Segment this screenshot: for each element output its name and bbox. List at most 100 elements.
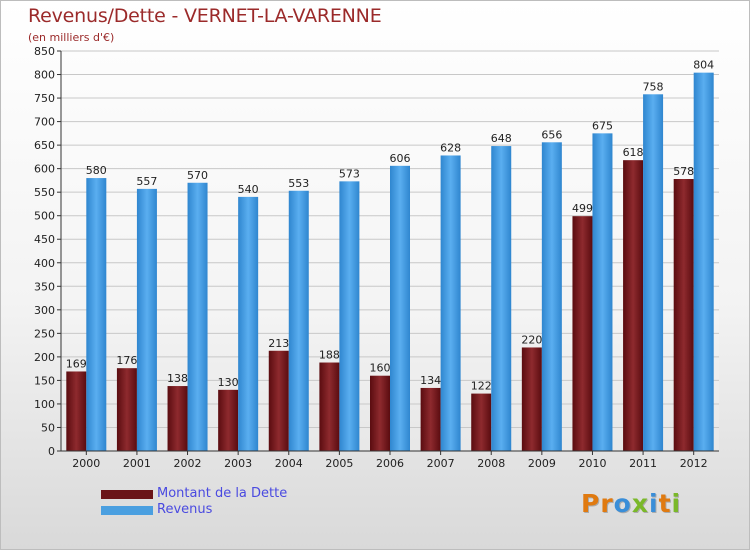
y-tick-label: 150 bbox=[34, 374, 55, 387]
bar-revenus bbox=[541, 142, 562, 451]
bar-dette bbox=[268, 350, 289, 451]
bar-revenus bbox=[491, 146, 512, 451]
bar-revenus bbox=[238, 196, 259, 451]
bars: 169 580 176 557 138 570 130 540 213 553 188 573 160 6… bbox=[66, 59, 714, 452]
data-label: 540 bbox=[238, 183, 259, 196]
y-axis: 0 50 100 150 200 250 300 350 400 450 500 550 600 650 7… bbox=[34, 45, 62, 458]
logo-letter: x bbox=[631, 489, 649, 518]
x-tick-label: 2010 bbox=[578, 457, 606, 470]
data-label: 804 bbox=[693, 59, 714, 72]
logo-letter: r bbox=[600, 489, 614, 518]
data-label: 656 bbox=[541, 128, 562, 141]
bar-dette bbox=[572, 216, 593, 451]
bar-dette bbox=[521, 347, 542, 451]
bar-revenus bbox=[440, 155, 461, 451]
y-tick-label: 700 bbox=[34, 116, 55, 129]
y-tick-label: 600 bbox=[34, 163, 55, 176]
y-tick-label: 200 bbox=[34, 351, 55, 364]
data-label: 758 bbox=[643, 80, 664, 93]
legend-swatch-dette bbox=[101, 490, 153, 499]
x-tick-label: 2000 bbox=[72, 457, 100, 470]
y-tick-label: 800 bbox=[34, 69, 55, 82]
bar-dette bbox=[623, 160, 644, 452]
x-tick-label: 2003 bbox=[224, 457, 252, 470]
y-tick-label: 100 bbox=[34, 398, 55, 411]
data-label: 573 bbox=[339, 167, 360, 180]
bar-dette bbox=[420, 387, 441, 451]
x-tick-label: 2008 bbox=[477, 457, 505, 470]
logo-letter: P bbox=[581, 489, 601, 518]
bar-dette bbox=[319, 362, 340, 451]
chart-subtitle: (en milliers d'€) bbox=[28, 31, 115, 44]
y-tick-label: 300 bbox=[34, 304, 55, 317]
y-tick-label: 250 bbox=[34, 327, 55, 340]
bar-revenus bbox=[136, 188, 157, 451]
y-tick-label: 0 bbox=[48, 445, 55, 458]
data-label: 648 bbox=[491, 132, 512, 145]
data-label: 578 bbox=[673, 165, 694, 178]
bar-revenus bbox=[187, 182, 208, 451]
data-label: 580 bbox=[86, 164, 107, 177]
x-tick-label: 2007 bbox=[427, 457, 455, 470]
logo-letter: i bbox=[671, 489, 682, 518]
chart-title: Revenus/Dette - VERNET-LA-VARENNE bbox=[28, 5, 382, 27]
y-tick-label: 500 bbox=[34, 210, 55, 223]
x-tick-label: 2011 bbox=[629, 457, 657, 470]
bar-dette bbox=[673, 179, 694, 451]
x-tick-label: 2012 bbox=[680, 457, 708, 470]
y-tick-label: 400 bbox=[34, 257, 55, 270]
y-tick-label: 350 bbox=[34, 280, 55, 293]
data-label: 176 bbox=[116, 354, 137, 367]
bar-revenus bbox=[643, 94, 664, 451]
x-tick-label: 2009 bbox=[528, 457, 556, 470]
bar-dette bbox=[370, 375, 390, 451]
y-tick-label: 750 bbox=[34, 92, 55, 105]
data-label: 606 bbox=[390, 152, 411, 165]
data-label: 553 bbox=[288, 177, 309, 190]
data-label: 122 bbox=[471, 380, 492, 393]
bar-revenus bbox=[390, 165, 410, 451]
data-label: 160 bbox=[370, 362, 391, 375]
logo-letter: t bbox=[658, 489, 672, 518]
bar-dette bbox=[116, 368, 137, 451]
x-axis: 2000 2001 2002 2003 2004 2005 2006 2007 2008 2009… bbox=[61, 450, 719, 470]
y-tick-label: 450 bbox=[34, 233, 55, 246]
bar-dette bbox=[66, 371, 87, 451]
bar-dette bbox=[218, 389, 239, 451]
bar-revenus bbox=[288, 190, 309, 451]
x-tick-label: 2001 bbox=[123, 457, 151, 470]
x-tick-label: 2004 bbox=[275, 457, 303, 470]
bar-dette bbox=[471, 393, 492, 451]
proxiti-logo: Proxiti bbox=[581, 489, 681, 518]
y-tick-label: 50 bbox=[41, 421, 55, 434]
data-label: 213 bbox=[268, 337, 289, 350]
bar-revenus bbox=[693, 72, 714, 451]
x-tick-label: 2005 bbox=[325, 457, 353, 470]
data-label: 188 bbox=[319, 349, 340, 362]
x-tick-label: 2002 bbox=[174, 457, 202, 470]
data-label: 499 bbox=[572, 202, 593, 215]
data-label: 557 bbox=[136, 175, 157, 188]
bar-revenus bbox=[592, 133, 613, 451]
data-label: 675 bbox=[592, 119, 613, 132]
data-label: 618 bbox=[623, 146, 644, 159]
logo-letter: o bbox=[613, 489, 632, 518]
logo-letter: i bbox=[649, 489, 659, 518]
y-tick-label: 650 bbox=[34, 139, 55, 152]
data-label: 570 bbox=[187, 169, 208, 182]
bar-revenus bbox=[86, 178, 107, 451]
legend-swatch-revenus bbox=[101, 506, 153, 515]
data-label: 169 bbox=[66, 357, 87, 370]
bar-dette bbox=[167, 386, 188, 451]
data-label: 220 bbox=[521, 333, 542, 346]
data-label: 138 bbox=[167, 372, 188, 385]
bar-revenus bbox=[339, 181, 360, 451]
data-label: 628 bbox=[440, 141, 461, 154]
legend-label-revenus: Revenus bbox=[157, 502, 213, 517]
data-label: 130 bbox=[218, 376, 239, 389]
data-label: 134 bbox=[420, 374, 441, 387]
y-tick-label: 850 bbox=[34, 45, 55, 58]
y-tick-label: 550 bbox=[34, 186, 55, 199]
